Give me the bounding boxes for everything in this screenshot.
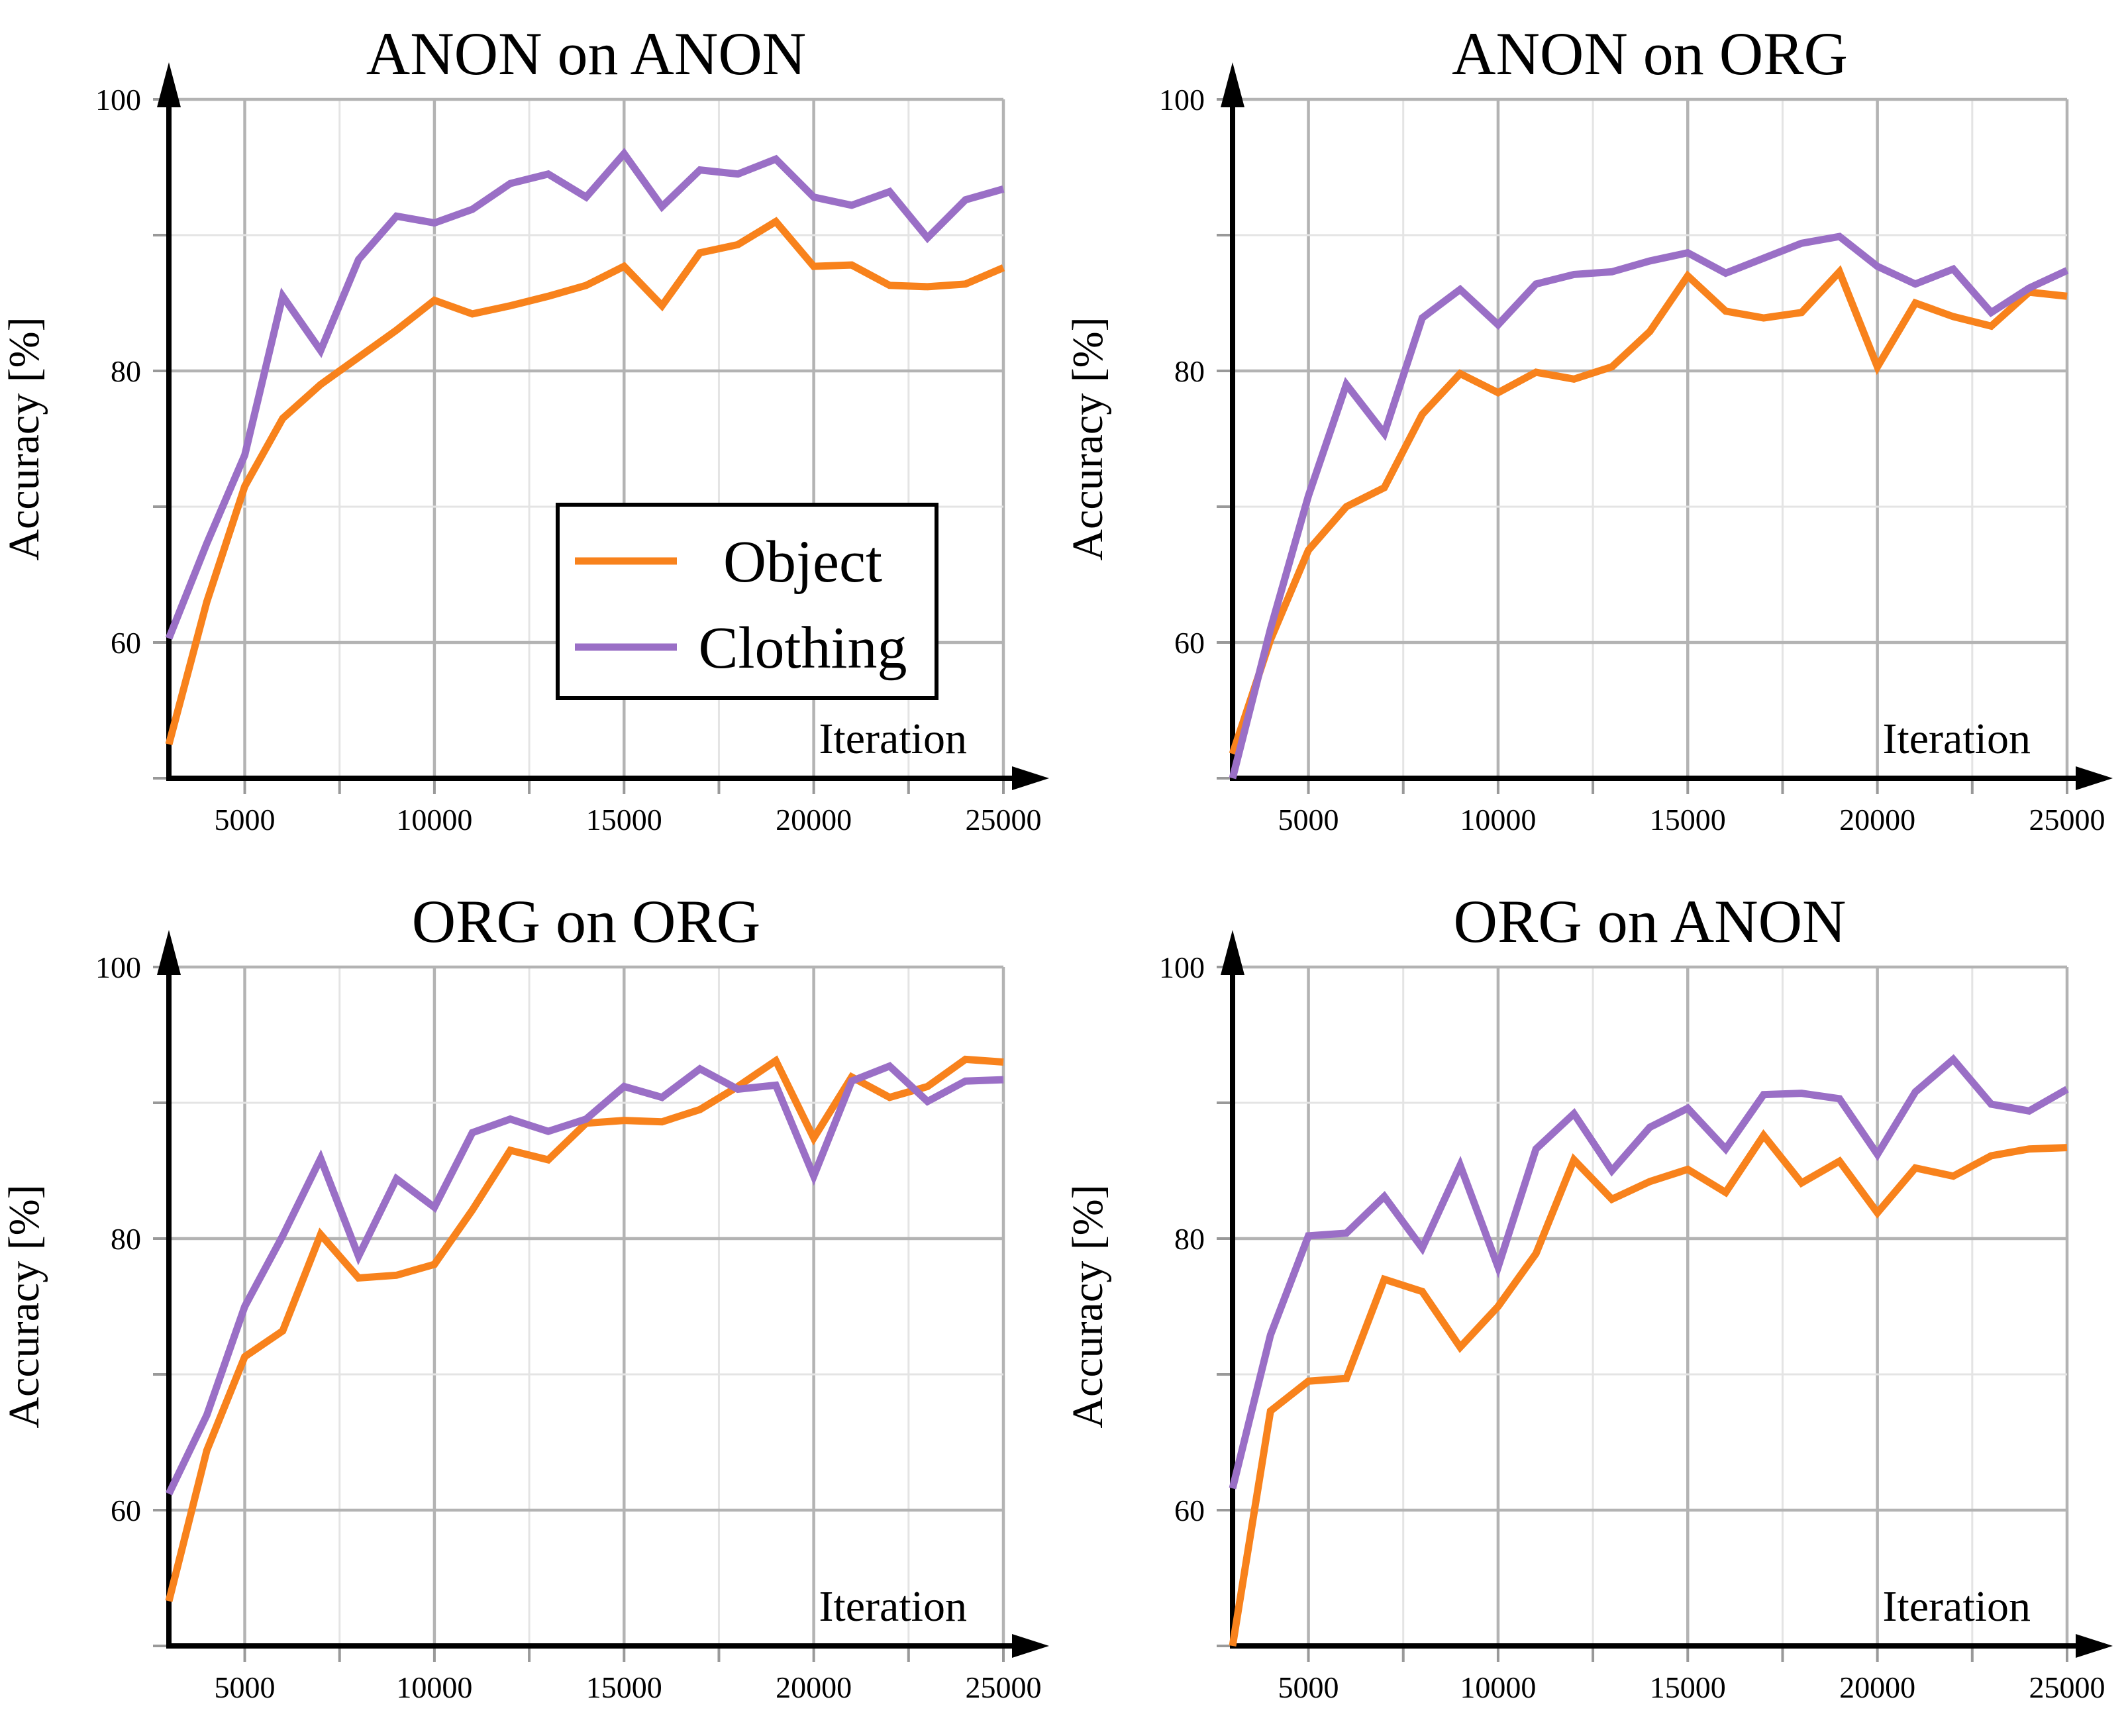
chart-org-on-org: 100 80 60 5000 10000 15000 20000 25000 Iteration… [0,888,1049,1704]
x-axis-arrow-icon [1012,766,1049,790]
series-line-object [1229,265,2068,755]
chart-title: ANON on ANON [366,20,806,87]
x-tick-label: 10000 [1460,1670,1536,1704]
x-axis-label: Iteration [819,715,967,763]
x-tick-label: 15000 [586,1670,662,1704]
x-tick-label: 25000 [966,1670,1042,1704]
legend: Object Clothing [556,503,938,700]
x-tick-label: 25000 [2029,803,2105,837]
series-line-clothing [166,1062,1004,1496]
series-line-clothing [165,148,1005,640]
panel-anon-on-org: 100 80 60 5000 10000 15000 20000 25000 Iteration… [1064,0,2127,868]
x-tick-label: 15000 [1650,1670,1726,1704]
series-line-object [165,217,1005,746]
x-tick-label: 20000 [776,1670,852,1704]
y-axis-label: Accuracy [%] [0,1184,48,1428]
y-axis-label: Accuracy [%] [0,317,48,560]
chart-title: ORG on ORG [412,888,760,955]
chart-org-on-anon: 100 80 60 5000 10000 15000 20000 25000 Iteration… [1064,888,2113,1704]
y-axis-arrow-icon [157,62,181,107]
y-axis-arrow-icon [1221,62,1244,107]
x-tick-label: 15000 [1650,803,1726,837]
y-axis-label: Accuracy [%] [1064,317,1112,560]
chart-anon-on-org: 100 80 60 5000 10000 15000 20000 25000 Iteration… [1064,20,2113,837]
y-tick-label: 100 [1159,83,1205,117]
panel-anon-on-anon: 100 80 60 5000 10000 15000 20000 25000 Iteration… [0,0,1064,868]
y-tick-label: 60 [1174,626,1205,660]
series-line-clothing [1229,1054,2069,1490]
y-tick-label: 60 [111,626,141,660]
legend-label-clothing: Clothing [698,615,907,681]
y-axis-arrow-icon [1221,930,1244,975]
y-tick-label: 80 [111,354,141,388]
x-tick-label: 5000 [1278,803,1339,837]
x-tick-label: 15000 [586,803,662,837]
y-tick-label: 60 [111,1494,141,1527]
x-tick-label: 20000 [1839,803,1915,837]
y-tick-label: 80 [1174,1222,1205,1256]
y-axis-arrow-icon [157,930,181,975]
chart-anon-on-anon: 100 80 60 5000 10000 15000 20000 25000 Iteration… [0,20,1049,837]
x-axis-arrow-icon [1012,1634,1049,1658]
chart-title: ANON on ORG [1452,20,1848,87]
x-axis-arrow-icon [2076,1634,2113,1658]
x-tick-label: 20000 [1839,1670,1915,1704]
y-tick-label: 80 [111,1222,141,1256]
y-tick-label: 100 [95,83,141,117]
y-tick-label: 60 [1174,1494,1205,1527]
x-axis-label: Iteration [1882,715,2031,763]
x-tick-label: 20000 [776,803,852,837]
legend-box [556,503,938,700]
series-line-clothing [1229,232,2069,780]
x-tick-label: 10000 [396,803,472,837]
x-tick-label: 5000 [1278,1670,1339,1704]
x-axis-arrow-icon [2076,766,2113,790]
x-tick-label: 10000 [396,1670,472,1704]
x-tick-label: 5000 [215,803,276,837]
y-tick-label: 100 [1159,950,1205,984]
x-axis-label: Iteration [819,1582,967,1631]
legend-label-object: Object [723,529,882,595]
x-tick-label: 25000 [966,803,1042,837]
series-line-object [165,1055,1004,1602]
y-tick-label: 80 [1174,354,1205,388]
y-tick-label: 100 [95,950,141,984]
y-axis-label: Accuracy [%] [1064,1184,1112,1428]
x-tick-label: 5000 [215,1670,276,1704]
x-tick-label: 10000 [1460,803,1536,837]
x-axis-label: Iteration [1882,1582,2031,1631]
panel-org-on-anon: 100 80 60 5000 10000 15000 20000 25000 Iteration… [1064,868,2127,1735]
chart-title: ORG on ANON [1454,888,1847,955]
panel-org-on-org: 100 80 60 5000 10000 15000 20000 25000 Iteration… [0,868,1064,1735]
x-tick-label: 25000 [2029,1670,2105,1704]
series-line-object [1229,1129,2068,1647]
